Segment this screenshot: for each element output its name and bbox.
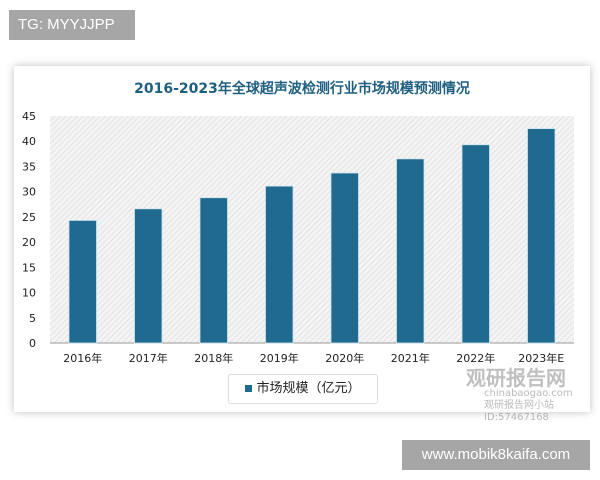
- bar: [396, 158, 425, 344]
- y-tick-label: 0: [29, 337, 36, 350]
- watermark-brand: 观研报告网: [466, 366, 566, 390]
- x-tick-label: 2017年: [129, 351, 168, 365]
- watermark-text: chinabaogao.com 观研报告网小站 ID:57467168: [484, 388, 573, 424]
- y-tick-label: 30: [22, 186, 36, 199]
- chart-title: 2016-2023年全球超声波检测行业市场规模预测情况: [134, 81, 470, 97]
- chart-card: 2016-2023年全球超声波检测行业市场规模预测情况 0 5 10 15 20 25 30…: [14, 66, 590, 423]
- x-tick-label: 2018年: [194, 351, 233, 365]
- bar: [461, 144, 490, 344]
- bar: [265, 185, 294, 344]
- watermark-site: chinabaogao.com: [484, 388, 573, 399]
- y-tick-label: 10: [22, 287, 36, 300]
- x-tick-label: 2021年: [391, 351, 430, 365]
- tg-label: TG: MYYJJPP: [9, 10, 135, 40]
- y-tick-label: 15: [22, 261, 36, 274]
- site-label: www.mobik8kaifa.com: [402, 440, 590, 470]
- x-tick-label: 2023年E: [518, 351, 564, 365]
- x-tick-label: 2019年: [260, 351, 299, 365]
- bar-chart: 0 5 10 15 20 25 30 35 40 45 2016年 2017年 2018年 2019年 20…: [22, 110, 574, 365]
- legend-label: 市场规模（亿元）: [256, 381, 361, 396]
- y-tick-label: 25: [22, 211, 36, 224]
- legend-swatch: [245, 385, 253, 392]
- y-tick-label: 20: [22, 236, 36, 249]
- bar: [330, 172, 359, 344]
- watermark-sub: 观研报告网小站: [484, 400, 554, 411]
- y-tick-label: 5: [29, 312, 36, 325]
- x-tick-label: 2022年: [456, 351, 495, 365]
- x-tick-label: 2016年: [63, 351, 102, 365]
- legend: 市场规模（亿元）: [228, 374, 378, 404]
- y-tick-label: 35: [22, 160, 36, 173]
- bar: [134, 208, 163, 344]
- watermark-id: ID:57467168: [484, 412, 549, 423]
- y-tick-label: 45: [22, 110, 36, 123]
- bar: [199, 197, 228, 344]
- y-tick-label: 40: [22, 135, 36, 148]
- plot-background: [50, 116, 574, 343]
- bar: [68, 220, 97, 344]
- x-tick-label: 2020年: [325, 351, 364, 365]
- bar: [527, 128, 556, 344]
